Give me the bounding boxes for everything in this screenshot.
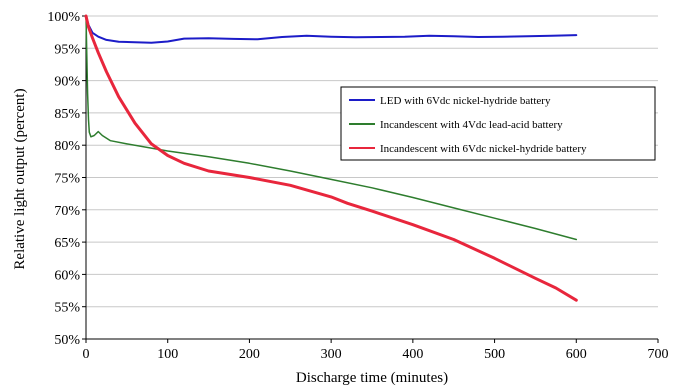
series-line-2 [85, 15, 578, 241]
x-tick-label: 500 [484, 347, 505, 362]
series-lines [84, 14, 578, 302]
legend-items: LED with 6Vdc nickel-hydride battery Inca… [349, 95, 587, 155]
tick-labels: 50% 55% 60% 65% 70% 75% 80% 85% 90% 95% 100% 0 100 20… [47, 10, 668, 362]
y-tick-label: 55% [54, 301, 80, 316]
legend-box [340, 86, 656, 161]
x-tick-label: 600 [566, 347, 587, 362]
legend: LED with 6Vdc nickel-hydride battery Inca… [340, 86, 656, 161]
gridlines [86, 15, 658, 308]
y-tick-label: 75% [54, 172, 80, 187]
legend-label: Incandescent with 6Vdc nickel-hydride ba… [380, 143, 587, 155]
y-tick-label: 60% [54, 268, 80, 283]
y-tick-label: 85% [54, 107, 80, 122]
y-tick-label: 90% [54, 75, 80, 90]
legend-label: Incandescent with 4Vdc lead-acid battery [380, 119, 563, 131]
y-tick-label: 100% [47, 10, 80, 25]
y-axis-label: Relative light output (percent) [12, 88, 28, 269]
x-tick-label: 700 [648, 347, 669, 362]
x-tick-label: 200 [239, 347, 260, 362]
series-line-1 [85, 15, 578, 44]
legend-label: LED with 6Vdc nickel-hydride battery [380, 95, 551, 107]
x-tick-label: 300 [321, 347, 342, 362]
x-tick-label: 0 [83, 347, 90, 362]
y-tick-label: 70% [54, 204, 80, 219]
x-axis-label: Discharge time (minutes) [296, 370, 448, 386]
y-tick-label: 50% [54, 333, 80, 348]
y-tick-label: 65% [54, 236, 80, 251]
x-tick-label: 400 [402, 347, 423, 362]
y-tick-label: 80% [54, 139, 80, 154]
series-line-3 [84, 14, 578, 302]
x-tick-label: 100 [157, 347, 178, 362]
y-tick-label: 95% [54, 42, 80, 57]
